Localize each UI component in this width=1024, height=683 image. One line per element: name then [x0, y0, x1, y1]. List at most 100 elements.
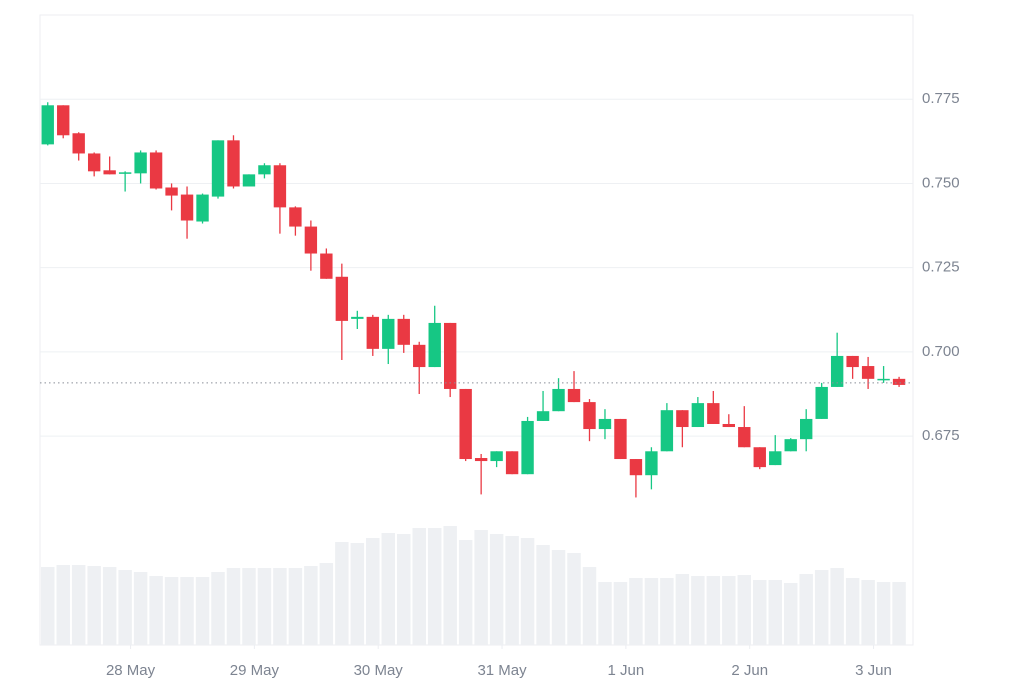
volume-bar [458, 540, 473, 645]
volume-bar [443, 526, 457, 645]
volume-bar [273, 568, 287, 645]
volume-bar [691, 576, 705, 645]
candle-body [892, 378, 906, 385]
candle-body [815, 386, 828, 419]
candle-body [443, 322, 457, 389]
candle-body [505, 451, 519, 475]
volume-bar [799, 574, 813, 645]
volume-bar [381, 533, 396, 645]
candle-body [258, 165, 271, 175]
volume-bar [226, 568, 241, 645]
volume-bar [567, 553, 581, 645]
volume-bar [768, 580, 782, 645]
candle-body [149, 152, 163, 189]
volume-bar [211, 572, 225, 645]
candle-body [196, 194, 209, 222]
candle-body [738, 427, 751, 448]
x-tick-label: 30 May [354, 662, 404, 679]
volume-bar [335, 542, 349, 645]
volume-bar [505, 536, 519, 645]
volume-bar [195, 577, 210, 645]
volume-bar [242, 568, 256, 645]
candle-body [830, 355, 844, 387]
volume-bar [180, 577, 194, 645]
volume-bar [830, 568, 844, 645]
candle-body [660, 410, 674, 452]
volume-bar [892, 582, 906, 645]
candle-body [273, 165, 287, 208]
x-tick-label: 29 May [230, 662, 280, 679]
volume-bar [257, 568, 272, 645]
volume-bar [41, 567, 55, 645]
volume-bar [845, 578, 860, 645]
volume-bar [613, 582, 628, 645]
volume-bar [783, 583, 798, 645]
volume-bar [675, 574, 690, 645]
candle-body [118, 172, 132, 174]
candle-body [366, 316, 379, 349]
candle-body [490, 451, 503, 462]
y-tick-label: 0.675 [922, 427, 960, 444]
volume-bar [629, 578, 643, 645]
candle-body [567, 388, 581, 403]
candle-body [753, 447, 766, 468]
candle-body [351, 316, 364, 319]
candle-body [397, 318, 410, 345]
candle-body [598, 418, 612, 430]
volume-bar [304, 566, 318, 645]
candle-body [413, 344, 426, 368]
x-tick-label: 28 May [106, 662, 156, 679]
candle-body [459, 388, 472, 460]
volume-bar [133, 572, 148, 645]
volume-bar [489, 534, 504, 645]
candle-body [722, 423, 735, 428]
candle-body [629, 459, 643, 476]
x-tick-label: 3 Jun [855, 662, 892, 679]
volume-bar [350, 543, 365, 645]
volume-bar [56, 565, 70, 645]
candle-body [536, 411, 550, 421]
candle-body [583, 402, 596, 430]
volume-bar [102, 567, 117, 645]
candle-body [769, 451, 782, 466]
volume-bar [722, 576, 736, 645]
volume-bar [87, 566, 101, 645]
volume-bar [149, 576, 163, 645]
candle-body [846, 355, 859, 368]
volume-bar [397, 534, 411, 645]
y-tick-label: 0.725 [922, 259, 960, 276]
volume-bar [876, 582, 891, 645]
candle-body [691, 403, 705, 428]
candle-body [676, 410, 689, 428]
candle-body [242, 174, 256, 187]
candle-body [134, 152, 147, 174]
candle-body [521, 420, 534, 475]
volume-bar [427, 528, 442, 645]
volume-bar [536, 545, 550, 645]
volume-bar [598, 582, 612, 645]
volume-bar [474, 530, 488, 645]
volume-bar [412, 528, 426, 645]
volume-bar [319, 563, 334, 645]
candle-body [41, 105, 54, 145]
candle-body [645, 451, 658, 476]
x-tick-label: 31 May [477, 662, 527, 679]
candle-body [211, 140, 225, 197]
candle-body [335, 276, 349, 321]
y-tick-label: 0.700 [922, 343, 960, 360]
candle-body [382, 318, 395, 349]
candle-body [861, 366, 875, 379]
candle-body [320, 253, 333, 279]
candle-body [552, 388, 565, 412]
y-tick-label: 0.775 [922, 90, 960, 107]
volume-bar [164, 577, 179, 645]
volume-bar [706, 576, 721, 645]
volume-bar [71, 565, 86, 645]
candle-body [180, 194, 194, 221]
candle-body [474, 458, 488, 462]
volume-bar [737, 575, 752, 645]
volume-bar [660, 578, 674, 645]
candle-body [800, 418, 813, 440]
